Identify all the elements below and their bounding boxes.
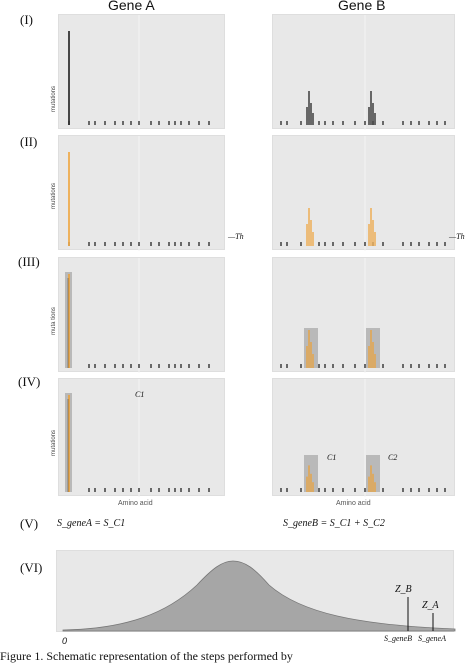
- formula-gene-a: S_geneA = S_C1: [57, 518, 125, 529]
- threshold-label-b: —Th: [449, 232, 465, 241]
- y-axis-label-step3: muta tions: [51, 307, 57, 335]
- panel-gene-b-step1-bars: [280, 15, 446, 130]
- gene-b-title: Gene B: [338, 0, 386, 13]
- panel-gene-b-step4: [272, 378, 455, 497]
- cluster-label-b-c1: C1: [327, 453, 337, 462]
- cluster-label-b-c2: C2: [388, 453, 398, 462]
- panel-gene-b-step3-bars: [280, 258, 446, 373]
- formula-gene-b: S_geneB = S_C1 + S_C2: [283, 518, 385, 529]
- x-axis-label-gene-a: Amino acid: [118, 500, 153, 507]
- panel-gene-a-step3: [58, 257, 225, 373]
- panel-gene-b-step3: [272, 257, 455, 373]
- step-label-5: (V): [20, 516, 39, 531]
- panel-gene-a-step2: [58, 135, 225, 251]
- step-label-3: (III): [18, 254, 40, 269]
- step-label-4: (IV): [18, 374, 41, 389]
- x-axis-label-gene-b: Amino acid: [336, 500, 371, 507]
- step-label-2: (II): [20, 134, 38, 149]
- panel-gene-a-step2-bars: [68, 136, 210, 251]
- panel-gene-b-step4-bars: [280, 379, 446, 497]
- z-b-label: Z_B: [395, 584, 412, 595]
- cluster-label-a-c1: C1: [135, 390, 145, 399]
- distribution-origin-label: 0: [62, 636, 68, 646]
- gene-a-title: Gene A: [108, 0, 155, 13]
- panel-gene-b-step2: [272, 135, 455, 251]
- panel-gene-a-step3-bars: [65, 258, 210, 373]
- formula-b-text: S_geneB = S_C1 + S_C2: [283, 518, 385, 529]
- figure-caption: Figure 1. Schematic representation of th…: [0, 649, 293, 663]
- step-label-1: (I): [20, 12, 33, 27]
- panel-gene-a-step4-bars: [65, 379, 210, 497]
- panel-gene-b-step2-bars: [280, 136, 446, 251]
- z-a-label: Z_A: [422, 600, 439, 611]
- y-axis-label-step2: mutations: [51, 183, 57, 210]
- s-gene-a-label: S_geneA: [418, 634, 446, 643]
- threshold-text-a: Th: [235, 232, 244, 241]
- panel-gene-a-step1: [58, 14, 225, 130]
- threshold-text-b: Th: [456, 232, 465, 241]
- step-label-6: (VI): [20, 560, 43, 575]
- formula-a-text: S_geneA = S_C1: [57, 518, 126, 529]
- panel-gene-b-step1: [272, 14, 455, 130]
- threshold-label-a: —Th: [228, 232, 244, 241]
- distribution-panel: [56, 550, 456, 632]
- s-gene-b-label: S_geneB: [384, 634, 412, 643]
- panel-gene-a-step1-bars: [68, 15, 210, 130]
- panel-gene-a-step4: [58, 378, 225, 497]
- y-axis-label-step4: mutations: [51, 430, 57, 457]
- distribution-curve: [62, 560, 456, 632]
- y-axis-label-step1: mutations: [51, 86, 57, 113]
- distribution-curve-svg: [62, 560, 456, 632]
